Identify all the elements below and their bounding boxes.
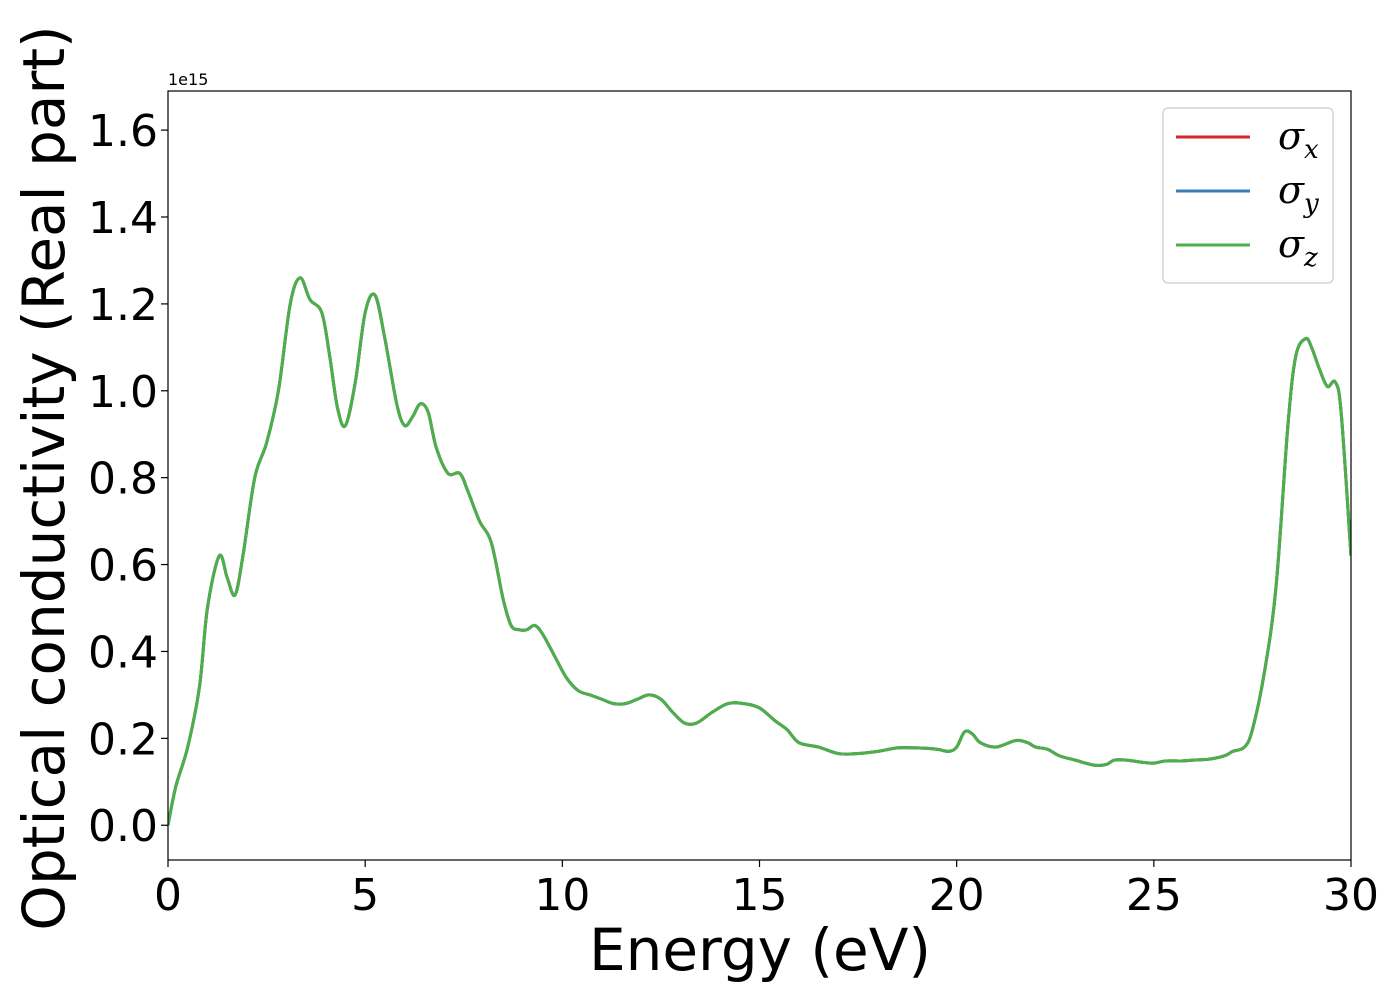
y-tick-label: 1.6 (88, 106, 158, 157)
series-line-1 (168, 276, 1351, 826)
y-tick-label: 0.2 (88, 714, 158, 765)
x-axis-label: Energy (eV) (589, 916, 931, 984)
y-tick-label: 0.8 (88, 454, 158, 505)
series-line-3 (168, 276, 1351, 826)
x-tick-label: 30 (1323, 870, 1379, 921)
y-tick-label: 0.6 (88, 541, 158, 592)
series-line-2 (168, 276, 1351, 826)
y-offset-label: 1e15 (168, 70, 208, 89)
legend-box (1162, 107, 1334, 284)
y-tick-label: 1.0 (88, 367, 158, 418)
y-tick-label: 0.4 (88, 627, 158, 678)
y-axis-label: Optical conductivity (Real part) (10, 25, 78, 930)
x-tick-label: 10 (534, 870, 590, 921)
y-tick-label: 1.2 (88, 280, 158, 331)
x-tick-label: 25 (1126, 870, 1182, 921)
axis-ticks: 0 5 10 15 20 25 30 0.0 0.2 0.4 0.6 0.8 1.0 1.2 1.4 1.6 (88, 106, 1379, 921)
x-tick-label: 20 (929, 870, 985, 921)
y-tick-label: 1.4 (88, 193, 158, 244)
x-tick-label: 15 (732, 870, 788, 921)
legend-entry-2: σy (1278, 168, 1319, 219)
x-tick-label: 5 (351, 870, 379, 921)
y-tick-label: 0.0 (88, 801, 158, 852)
x-tick-label: 0 (154, 870, 182, 921)
